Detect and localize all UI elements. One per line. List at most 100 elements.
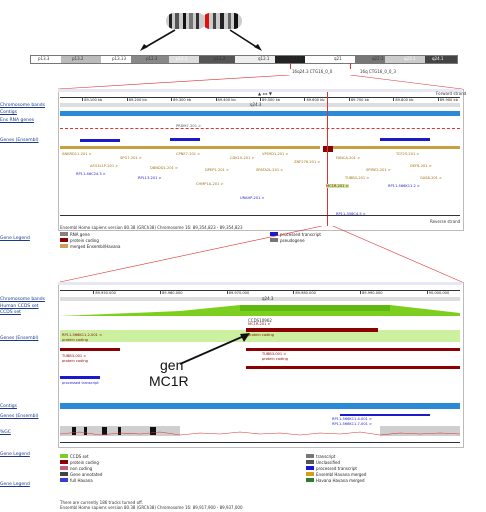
- detail-track-contigs[interactable]: Contigs: [0, 404, 17, 409]
- detail-track-chromosome-bands[interactable]: Chromosome bands: [0, 297, 45, 302]
- region-ruler-tick: [304, 97, 306, 101]
- detail-contig-track[interactable]: [60, 403, 460, 409]
- mc1r-gene-label[interactable]: MC1R-201 >: [248, 322, 271, 326]
- detail-track-genes[interactable]: Genes (Ensembl): [0, 336, 39, 341]
- track-label-chromosome-bands[interactable]: Chromosome bands: [0, 103, 45, 108]
- gene-label-19[interactable]: URAHP-201 >: [240, 196, 265, 200]
- chromosome-band-strip[interactable]: [30, 55, 458, 64]
- gc-block-3: [102, 427, 107, 435]
- detail-ruler-tick-label: 89.990.000: [362, 291, 383, 295]
- track-label-gene-legend-top[interactable]: Gene Legend: [0, 236, 30, 241]
- region-panel-header[interactable]: [58, 89, 462, 92]
- chromosome-band-track[interactable]: [60, 103, 460, 107]
- region-ruler-tick: [82, 97, 84, 101]
- gene-label-4[interactable]: DPEP1-201 >: [205, 168, 229, 172]
- ccds-band-full[interactable]: [60, 330, 460, 342]
- gene-bar-mc1r[interactable]: [323, 146, 333, 152]
- gene-label-1[interactable]: SPG7-201 >: [120, 156, 142, 160]
- gene-bar-processed-1[interactable]: [80, 139, 120, 142]
- ccds-id-label[interactable]: CCDS10962: [248, 318, 272, 323]
- tubb3-label[interactable]: TUBB3-001 >: [262, 352, 287, 356]
- gene-label-16[interactable]: AFG3L1P-201 >: [90, 164, 119, 168]
- left-gene-label-3: protein coding: [62, 359, 88, 363]
- detail-legend-label: Unclassified: [316, 459, 341, 465]
- zoom-lines-bottom: [59, 226, 463, 283]
- gene-label-11[interactable]: SPIRE2-201 >: [366, 168, 391, 172]
- gene-label-12[interactable]: TCF25-201 >: [396, 152, 420, 156]
- left-gene-label-2[interactable]: TUBB3-001 >: [62, 354, 87, 358]
- detail-ruler-tick: [293, 290, 295, 294]
- gene-bar-processed-3[interactable]: [380, 138, 430, 141]
- gene-label-9[interactable]: ZNF276-201 >: [294, 160, 321, 164]
- detail-legend-label: Gene annotated: [70, 471, 103, 477]
- track-label-genes-top[interactable]: Genes (Ensembl): [0, 138, 39, 143]
- detail-track-gc[interactable]: %GC: [0, 430, 11, 435]
- region-ruler-tick: [260, 97, 261, 101]
- region-ruler-tick: [126, 97, 128, 101]
- detail-ruler-tick: [426, 290, 428, 294]
- mc1r-annotation-arrow: [179, 333, 250, 365]
- ccds-gradient-track[interactable]: [60, 303, 460, 317]
- region-ruler-tick: [215, 97, 217, 101]
- top-legend-swatch: [270, 238, 278, 242]
- tubb3-sub: protein coding: [262, 357, 288, 361]
- gene-label-6[interactable]: CDK10-201 >: [230, 156, 255, 160]
- detail-ruler-bottom: [60, 442, 460, 443]
- gene-label-3[interactable]: CPNE7-201 >: [176, 152, 201, 156]
- left-gene-label-0[interactable]: RP11-566K11.2-001 <: [62, 333, 103, 337]
- rev-label-0[interactable]: RP11-566K11.4-001 >: [332, 417, 373, 421]
- rp11-gene-bar[interactable]: [60, 348, 120, 351]
- detail-ruler-tick: [93, 290, 95, 294]
- gene-label-0[interactable]: ANKRD11-201 >: [62, 152, 92, 156]
- gene-label-5[interactable]: CHMP1A-201 >: [196, 182, 224, 186]
- footer-tracks-off: There are currently 186 tracks turned of…: [60, 500, 144, 505]
- gene-label-8[interactable]: VPS9D1-201 >: [262, 152, 289, 156]
- tubb3-gene-bar-2[interactable]: [246, 366, 460, 369]
- gene-label-10[interactable]: FANCA-201 >: [336, 156, 361, 160]
- detail-legend-swatch: [306, 454, 314, 458]
- gene-label-mc1r[interactable]: MC1R-201 >: [326, 184, 349, 188]
- gene-bar-merged-2[interactable]: [330, 146, 460, 149]
- gene-label-14[interactable]: TUBB3-201 >: [345, 176, 370, 180]
- gene-label-20[interactable]: PRDM7-201 >: [176, 124, 202, 128]
- region-ruler-tick: [437, 97, 439, 101]
- gene-label-21[interactable]: RP11-566K11.2 >: [388, 184, 420, 188]
- gene-label-2[interactable]: RPL13-201 >: [138, 176, 162, 180]
- gene-label-22[interactable]: RP11-46C24.3 >: [76, 172, 106, 176]
- detail-chromosome-band[interactable]: [60, 297, 460, 301]
- detail-legend-label-2[interactable]: Gene Legend: [0, 482, 30, 487]
- gene-bar-processed-2[interactable]: [170, 138, 200, 141]
- region-ruler-tick-label: 89.300 kb: [173, 98, 192, 102]
- gene-bar-merged-1[interactable]: [60, 146, 320, 149]
- detail-track-ccds[interactable]: CCDS set: [0, 310, 21, 315]
- tubb3-gene-bar[interactable]: [246, 348, 460, 351]
- track-label-ens-rna[interactable]: Ens RNA genes: [0, 118, 35, 123]
- rev-label-1[interactable]: RP11-566K11.7-001 >: [332, 422, 373, 426]
- detail-track-genes-rev[interactable]: Genes (Ensembl): [0, 414, 39, 419]
- gc-block-2: [84, 427, 87, 435]
- detail-legend-label-1[interactable]: Gene Legend: [0, 452, 30, 457]
- band-label-10: q23.1: [404, 56, 416, 61]
- contig-track[interactable]: [60, 111, 460, 116]
- gc-wiggle: [60, 431, 460, 436]
- gene-label-7[interactable]: SPATA2L-201 >: [256, 168, 284, 172]
- region-label-right: 16q CTG16_0_0_3: [360, 69, 396, 74]
- region-ruler-tick-label: 89.500 kb: [262, 98, 281, 102]
- detail-panel-header[interactable]: [58, 282, 462, 285]
- detail-track-human-ccds[interactable]: Human CCDS set: [0, 304, 39, 309]
- top-legend-label: merged Ensembl/Havana: [70, 243, 121, 249]
- detail-legend-label: CCDS set: [70, 453, 89, 459]
- detail-ruler-tick: [226, 290, 228, 294]
- chromosome-ideogram[interactable]: [165, 12, 243, 30]
- gene-label-15[interactable]: DEF8-201 >: [410, 164, 432, 168]
- region-ruler-tick-label: 89.400 kb: [217, 98, 236, 102]
- rev-processed-bar[interactable]: [340, 414, 430, 416]
- gene-label-17[interactable]: DBNDD1-201 >: [150, 166, 179, 170]
- track-label-contigs[interactable]: Contigs: [0, 110, 17, 115]
- strand-divider-top: [60, 128, 460, 129]
- gene-label-23[interactable]: RP11-356C4.5 >: [336, 212, 366, 216]
- detail-band-name: q24.3: [262, 296, 274, 301]
- gene-label-18[interactable]: GAS8-201 >: [420, 176, 443, 180]
- mc1r-gene-bar[interactable]: [246, 328, 378, 332]
- processed-bar[interactable]: [60, 376, 100, 379]
